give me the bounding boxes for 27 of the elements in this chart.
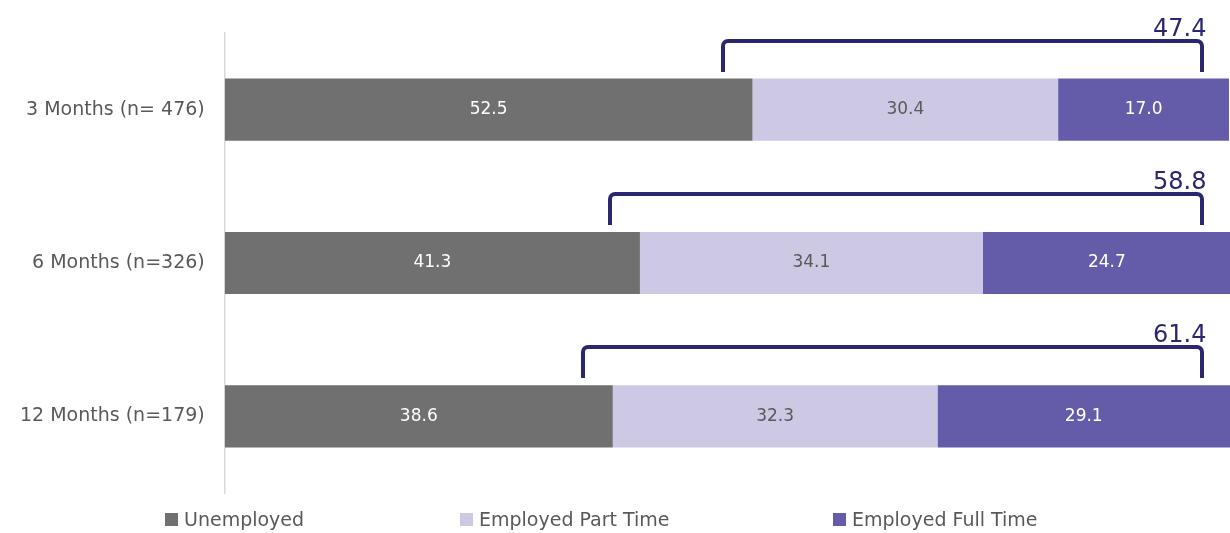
bar — [937, 385, 1230, 448]
data-label: 29.1 — [1064, 404, 1103, 425]
data-label: 41.3 — [413, 251, 452, 272]
bar — [1058, 78, 1229, 141]
annotation: 47.4 — [1153, 13, 1207, 42]
bar — [224, 231, 640, 295]
data-label: 34.1 — [792, 251, 831, 272]
bar — [752, 78, 1059, 141]
y-tick-label: 3 Months (n= 476) — [26, 96, 205, 119]
annotation: 58.8 — [1153, 166, 1207, 195]
data-label: 17.0 — [1124, 98, 1163, 119]
bar — [982, 231, 1230, 295]
legend-label: Employed Part Time — [478, 507, 670, 532]
bar — [224, 385, 613, 448]
legend-label: Employed Full Time — [851, 507, 1038, 532]
y-tick-label: 12 Months (n=179) — [19, 403, 205, 426]
y-tick-label: 6 Months (n=326) — [32, 249, 205, 272]
data-label: 30.4 — [886, 98, 925, 119]
data-label: 24.7 — [1087, 251, 1126, 272]
data-label: 32.3 — [756, 404, 795, 425]
bar — [639, 231, 983, 295]
bar — [224, 78, 753, 141]
annotation: 61.4 — [1153, 320, 1207, 349]
bar — [612, 385, 938, 448]
data-label: 38.6 — [399, 404, 438, 425]
data-label: 52.5 — [469, 98, 508, 119]
legend-label: Unemployed — [183, 507, 305, 532]
